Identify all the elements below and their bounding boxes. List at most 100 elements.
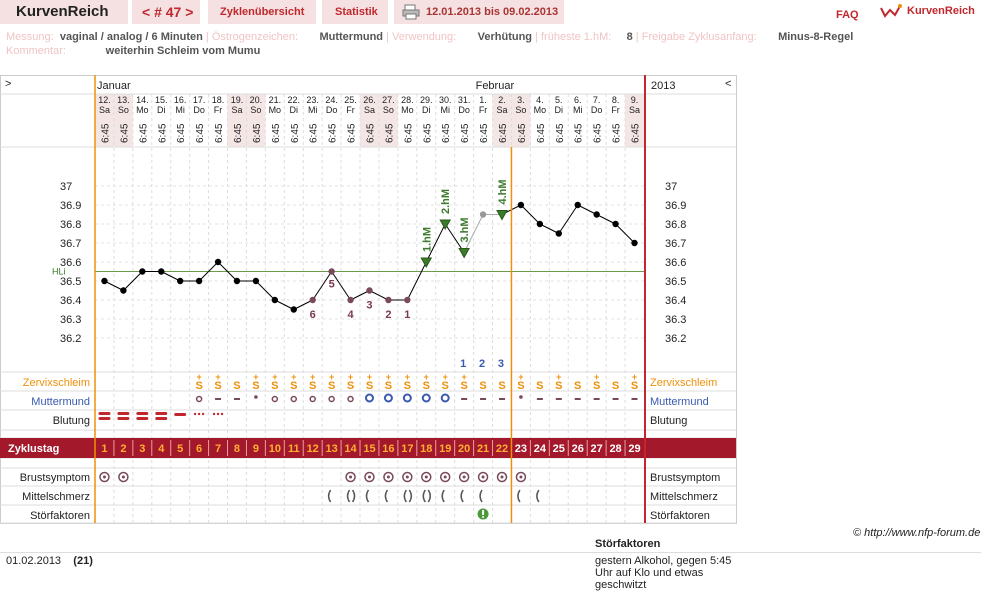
temp-segment xyxy=(425,223,446,263)
day-label: 29. xyxy=(420,95,433,105)
cervical-mucus-symbol: S xyxy=(612,380,619,392)
cycle-day-number: 22 xyxy=(496,443,508,455)
usage-value: Verhütung xyxy=(477,31,533,43)
cycle-day-number: 23 xyxy=(515,443,527,455)
cervical-mucus-symbol: S xyxy=(309,380,316,392)
time-label: 6:45 xyxy=(479,123,490,143)
day-label: 20. xyxy=(250,95,263,105)
cervical-mucus-symbol: S xyxy=(423,380,430,392)
brand-curve-icon xyxy=(880,4,902,18)
bleeding-strong-bar xyxy=(155,417,168,420)
weekday-label: Do xyxy=(458,105,470,115)
cycle-day-number: 13 xyxy=(326,443,338,455)
day-label: 14. xyxy=(136,95,149,105)
breast-symptom-icon-dot xyxy=(424,475,428,479)
breast-symptom-icon-dot xyxy=(367,475,371,479)
entry-summary: 01.02.2013 (21) xyxy=(6,555,93,567)
time-label: 6:45 xyxy=(347,123,358,143)
brand-name[interactable]: KurvenReich xyxy=(907,5,975,17)
cervical-mucus-plus: + xyxy=(518,372,523,382)
cervical-mucus-symbol: S xyxy=(536,380,543,392)
temp-point xyxy=(139,268,146,275)
low-measurement-point xyxy=(385,296,392,304)
temp-point xyxy=(176,277,184,285)
cycle-start-label: Freigabe Zyklusanfang: xyxy=(641,31,757,43)
entry-date: 01.02.2013 xyxy=(6,555,62,567)
faq-link[interactable]: FAQ xyxy=(836,9,859,21)
cervical-mucus-symbol: S xyxy=(214,380,221,392)
day-label: 27. xyxy=(382,95,395,105)
time-label: 6:45 xyxy=(498,123,509,143)
cervical-mucus-symbol: S xyxy=(233,380,240,392)
footer-divider xyxy=(0,552,981,553)
weekday-label: Do xyxy=(326,105,338,115)
temp-segment xyxy=(293,299,313,310)
cervical-mucus-plus: + xyxy=(329,372,334,382)
mittelschmerz-left-icon xyxy=(403,489,407,503)
cycle-day-number: 26 xyxy=(572,443,584,455)
y-tick-label-right: 36.4 xyxy=(665,295,686,307)
cycle-day-number: 2 xyxy=(120,443,126,455)
weekday-label: Mi xyxy=(175,105,185,115)
cycle-navigator[interactable]: < # 47 > xyxy=(142,4,194,20)
cycle-day-number: 18 xyxy=(420,443,432,455)
time-label: 6:45 xyxy=(252,123,263,143)
temp-segment xyxy=(161,271,181,282)
weekend-shade xyxy=(360,94,379,147)
breast-symptom-icon-dot xyxy=(405,475,409,479)
day-label: 12. xyxy=(98,95,111,105)
cervix-open-marker xyxy=(383,393,393,403)
time-label: 6:45 xyxy=(195,123,206,143)
time-label: 6:45 xyxy=(138,123,149,143)
cycle-day-number: 27 xyxy=(591,443,603,455)
time-label: 6:45 xyxy=(593,123,604,143)
bleeding-spotting-dot xyxy=(197,412,201,416)
time-label: 6:45 xyxy=(612,123,623,143)
temp-point xyxy=(158,268,165,275)
weekday-label: So xyxy=(118,105,129,115)
weekend-shade xyxy=(95,94,114,147)
copyright[interactable]: © http://www.nfp-forum.de xyxy=(853,527,981,539)
meta-row-1: Messung: vaginal / analog / 6 Minuten | … xyxy=(6,31,854,43)
day-label: 4. xyxy=(536,95,544,105)
temp-segment xyxy=(198,261,219,282)
temp-point xyxy=(233,277,241,285)
nav-cycle-overview[interactable]: Zyklenübersicht xyxy=(220,6,305,18)
app-logo[interactable]: KurvenReich xyxy=(16,3,109,20)
cycle-day-number: 7 xyxy=(215,443,221,455)
temp-point xyxy=(214,258,222,266)
cervical-mucus-plus: + xyxy=(386,372,391,382)
temp-point xyxy=(574,201,581,209)
low-label: 6 xyxy=(310,309,316,321)
cycle-day-number: 5 xyxy=(177,443,183,455)
weekday-label: Sa xyxy=(629,105,640,115)
weekday-label: So xyxy=(250,105,261,115)
row-label-muttermund: Muttermund xyxy=(31,396,90,408)
high-label: 3.hM xyxy=(459,217,471,242)
temp-point xyxy=(536,220,544,228)
time-label: 6:45 xyxy=(290,123,301,143)
nav-statistics[interactable]: Statistik xyxy=(335,6,378,18)
time-label: 6:45 xyxy=(574,123,585,143)
cervical-mucus-symbol: S xyxy=(328,380,335,392)
weekday-label: Do xyxy=(591,105,603,115)
y-tick-label: 36.9 xyxy=(60,200,81,212)
weekday-label: Di xyxy=(422,105,431,115)
day-label: 16. xyxy=(174,95,187,105)
low-measurement-point xyxy=(366,287,373,294)
printer-icon[interactable] xyxy=(402,4,420,20)
cervical-mucus-symbol: S xyxy=(366,380,373,392)
bleeding-strong-bar xyxy=(117,412,130,415)
time-label: 6:45 xyxy=(384,123,395,143)
y-tick-label: 36.2 xyxy=(60,333,81,345)
weekday-label: Sa xyxy=(496,105,507,115)
logo-box xyxy=(0,0,128,24)
y-tick-label: 36.5 xyxy=(60,276,81,288)
mittelschmerz-left-icon xyxy=(536,489,540,503)
low-label: 5 xyxy=(329,279,335,291)
nav-tab-box-1 xyxy=(208,0,316,24)
time-label: 6:45 xyxy=(119,123,130,143)
comment-value: weiterhin Schleim vom Mumu xyxy=(105,45,261,57)
year-label: 2013 xyxy=(651,80,675,92)
